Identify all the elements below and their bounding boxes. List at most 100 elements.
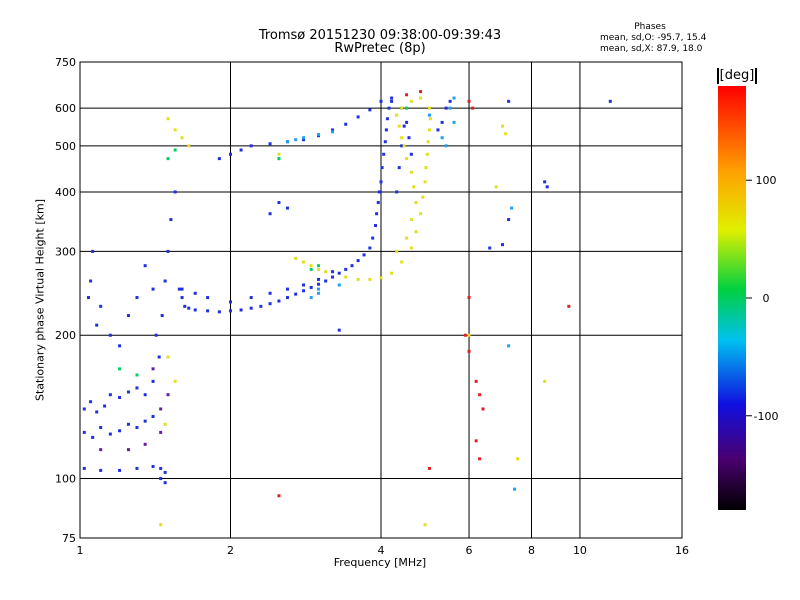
- data-point: [350, 264, 354, 268]
- data-point: [344, 122, 348, 126]
- data-point: [180, 287, 184, 291]
- data-point: [126, 390, 130, 394]
- data-point: [427, 466, 431, 470]
- data-point: [331, 128, 335, 132]
- data-point: [405, 93, 409, 97]
- data-point: [118, 367, 122, 371]
- data-point: [82, 430, 86, 434]
- data-point: [510, 206, 514, 210]
- data-point: [285, 296, 289, 300]
- y-axis-label: Stationary phase Virtual Height [km]: [33, 198, 47, 402]
- data-point: [163, 279, 167, 283]
- data-point: [118, 344, 122, 348]
- data-point: [467, 99, 471, 103]
- data-point: [126, 422, 130, 426]
- data-point: [368, 108, 372, 112]
- data-point: [488, 246, 492, 250]
- data-point: [356, 277, 360, 281]
- data-point: [362, 253, 366, 257]
- data-point: [166, 393, 170, 397]
- data-point: [159, 430, 163, 434]
- data-point: [409, 218, 413, 222]
- data-point: [379, 276, 383, 280]
- data-point: [331, 130, 335, 134]
- data-point: [515, 457, 519, 461]
- data-point: [507, 218, 511, 222]
- data-point: [91, 435, 95, 439]
- data-point: [419, 212, 423, 216]
- data-point: [108, 393, 112, 397]
- data-point: [608, 99, 612, 103]
- data-point: [143, 264, 147, 268]
- data-point: [374, 224, 378, 228]
- data-point: [467, 349, 471, 353]
- y-tick-label: 75: [62, 532, 76, 545]
- data-point: [567, 304, 571, 308]
- data-point: [166, 249, 170, 253]
- data-point: [440, 136, 444, 140]
- data-point: [163, 481, 167, 485]
- data-point: [543, 379, 547, 383]
- data-point: [379, 180, 383, 184]
- data-point: [239, 308, 243, 312]
- data-point: [377, 190, 381, 194]
- data-point: [143, 442, 147, 446]
- data-point: [317, 277, 321, 281]
- colorbar: [718, 86, 746, 510]
- data-point: [317, 264, 321, 268]
- data-point: [405, 120, 409, 124]
- data-point: [302, 138, 306, 142]
- data-point: [229, 300, 232, 304]
- data-point: [159, 466, 163, 470]
- data-point: [277, 157, 281, 161]
- data-point: [474, 379, 478, 383]
- data-point: [356, 115, 360, 119]
- data-point: [427, 106, 431, 110]
- data-point: [99, 425, 103, 429]
- data-point: [474, 439, 478, 443]
- data-point: [409, 246, 413, 250]
- x-tick-label: 1: [77, 544, 84, 557]
- data-point: [507, 344, 511, 348]
- data-point: [397, 124, 401, 128]
- data-point: [166, 117, 170, 121]
- data-point: [294, 292, 298, 296]
- data-point: [409, 170, 413, 174]
- data-point: [412, 185, 416, 189]
- data-point: [206, 309, 210, 313]
- data-point: [294, 138, 298, 142]
- data-point: [390, 99, 394, 103]
- data-point: [160, 314, 164, 318]
- data-point: [103, 404, 107, 408]
- data-point: [402, 144, 406, 148]
- data-point: [463, 333, 467, 337]
- data-point: [424, 166, 428, 170]
- data-point: [217, 157, 221, 161]
- data-point: [507, 99, 511, 103]
- data-point: [368, 246, 372, 250]
- data-point: [126, 314, 130, 318]
- data-point: [268, 142, 272, 146]
- data-point: [414, 201, 418, 205]
- colorbar-tick-label: -100: [754, 410, 779, 423]
- data-point: [95, 410, 99, 414]
- data-point: [384, 128, 388, 132]
- data-point: [400, 106, 404, 110]
- data-point: [166, 355, 170, 359]
- data-point: [402, 124, 406, 128]
- data-point: [277, 201, 281, 205]
- data-point: [444, 144, 448, 148]
- data-point: [379, 99, 383, 103]
- data-point: [99, 304, 103, 308]
- data-point: [82, 466, 86, 470]
- data-point: [180, 296, 184, 300]
- data-point: [173, 148, 177, 152]
- data-point: [193, 291, 197, 295]
- stats-x-mode: mean, sd,X: 87.9, 18.0: [600, 44, 703, 54]
- data-point: [467, 296, 471, 300]
- data-point: [513, 487, 517, 491]
- data-point: [108, 432, 112, 436]
- data-point: [82, 407, 86, 411]
- data-point: [467, 333, 471, 337]
- data-point: [302, 283, 306, 287]
